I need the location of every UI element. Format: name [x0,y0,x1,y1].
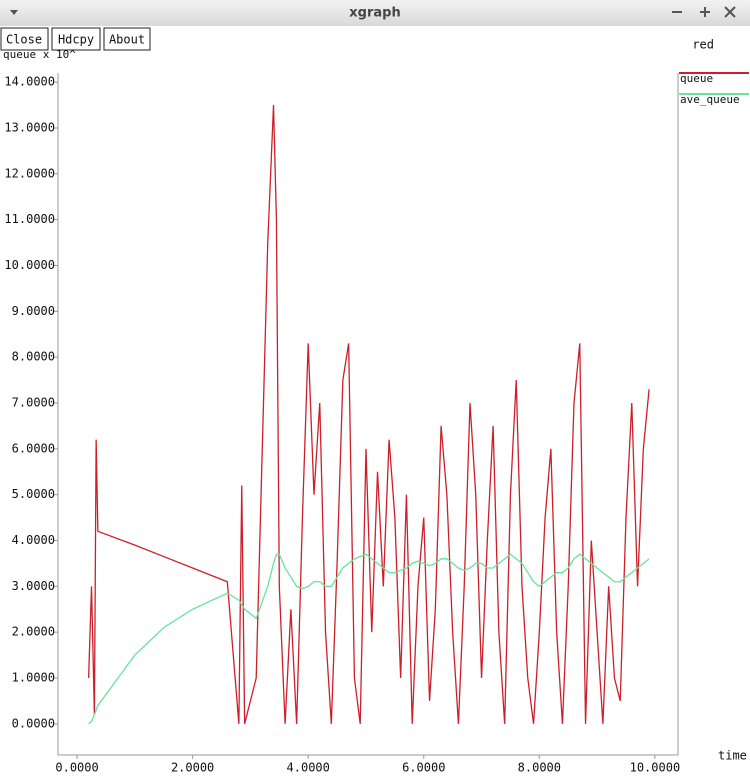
series-line [87,105,650,724]
x-tick-label: 10.0000 [630,761,681,775]
y-tick-label: 13.0000 [4,121,55,135]
y-tick-label: 6.0000 [12,441,55,455]
maximize[interactable] [700,7,710,17]
y-axis-label: queue x 10^ [3,48,76,61]
hdcpy-label: Hdcpy [58,33,94,47]
y-tick-label: 14.0000 [4,75,55,89]
y-tick-label: 8.0000 [12,350,55,364]
series-line [88,553,650,725]
close-window[interactable] [724,6,736,18]
legend-label: queue [680,72,713,85]
hdcpy-button[interactable] [51,27,101,51]
y-tick-label: 7.0000 [12,396,55,410]
y-tick-label: 3.0000 [12,579,55,593]
about-label: About [109,33,145,47]
y-tick-label: 5.0000 [12,487,55,501]
x-tick-label: 6.0000 [402,761,445,775]
y-tick-label: 9.0000 [12,304,55,318]
window-title: xgraph [349,6,400,21]
close-button[interactable] [0,27,49,51]
legend-label: ave_queue [680,93,740,106]
x-tick-label: 8.0000 [518,761,561,775]
y-tick-label: 10.0000 [4,258,55,272]
y-tick-label: 0.0000 [12,716,55,730]
window-menu[interactable] [10,10,18,15]
y-tick-label: 2.0000 [12,625,55,639]
y-tick-label: 11.0000 [4,212,55,226]
y-tick-label: 1.0000 [12,671,55,685]
about-button[interactable] [103,27,151,51]
x-tick-label: 4.0000 [287,761,330,775]
title-bar [0,0,750,26]
status-label: red [692,38,714,52]
x-axis-label: time [718,749,747,763]
y-tick-label: 12.0000 [4,166,55,180]
y-tick-label: 4.0000 [12,533,55,547]
x-tick-label: 2.0000 [171,761,214,775]
close-label: Close [6,33,42,47]
x-tick-label: 0.0000 [55,761,98,775]
